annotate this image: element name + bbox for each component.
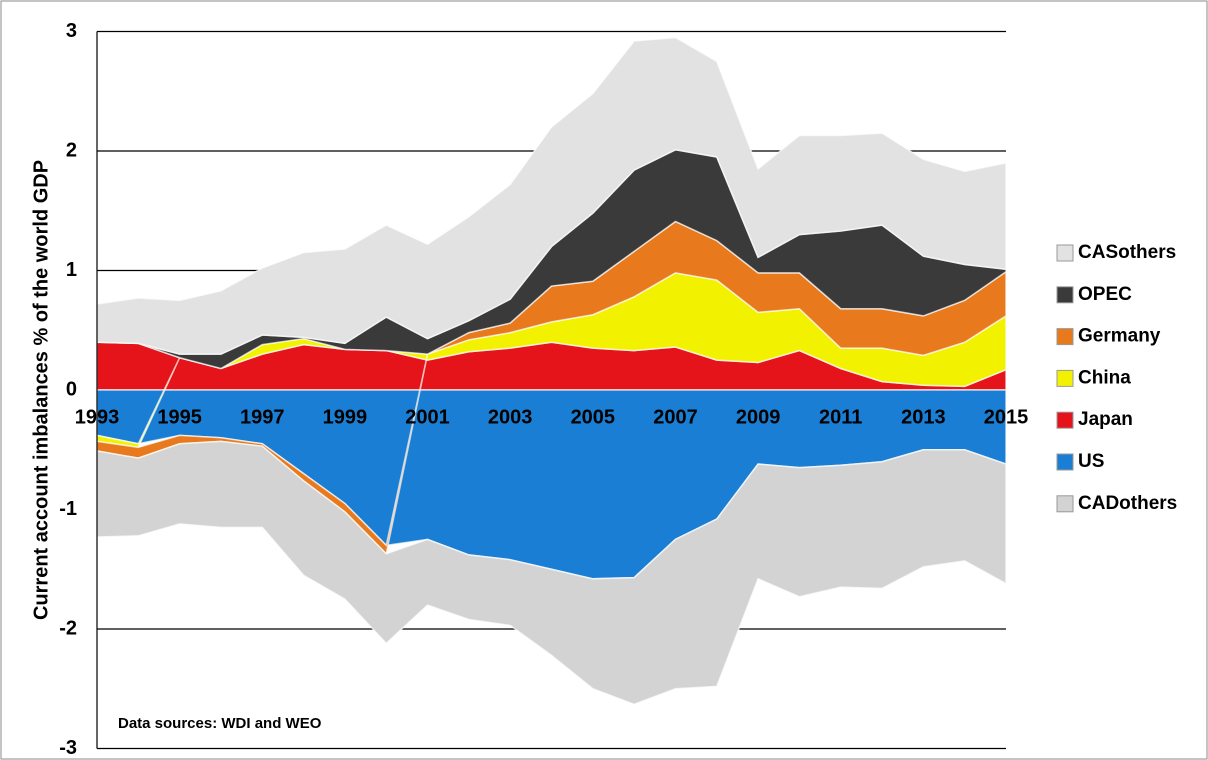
legend-label: US xyxy=(1078,451,1104,472)
legend-swatch xyxy=(1056,411,1074,429)
y-tick-label: 2 xyxy=(66,139,77,161)
y-tick-label: -3 xyxy=(59,737,77,759)
x-tick-label: 1997 xyxy=(240,406,285,428)
legend-swatch xyxy=(1056,328,1074,346)
legend-label: CASothers xyxy=(1078,242,1176,263)
y-tick-label: 0 xyxy=(66,378,77,400)
legend-swatch xyxy=(1056,369,1074,387)
legend-label: OPEC xyxy=(1078,284,1132,305)
x-tick-label: 2007 xyxy=(653,406,698,428)
y-tick-label: 1 xyxy=(66,259,77,281)
x-tick-label: 2011 xyxy=(819,406,862,428)
legend-swatch xyxy=(1056,286,1074,304)
legend-label: Germany xyxy=(1078,326,1161,347)
legend-label: CADothers xyxy=(1078,493,1177,514)
x-tick-label: 2005 xyxy=(571,406,616,428)
area xyxy=(96,440,1007,706)
area xyxy=(96,389,1007,580)
x-tick-label: 2003 xyxy=(488,406,533,428)
y-tick-label: -2 xyxy=(59,617,77,639)
legend-swatch xyxy=(1056,453,1074,471)
x-tick-label: 2015 xyxy=(984,406,1029,428)
x-tick-label: 1993 xyxy=(75,406,120,428)
legend-swatch xyxy=(1056,244,1074,262)
x-tick-label: 1995 xyxy=(157,406,202,428)
y-tick-label: -1 xyxy=(59,498,77,520)
x-tick-label: 1999 xyxy=(323,406,368,428)
legend-swatch xyxy=(1056,495,1074,513)
y-axis-title: Current account imbalances % of the worl… xyxy=(30,160,52,620)
area xyxy=(96,36,1007,355)
legend-label: China xyxy=(1078,367,1131,388)
legend-label: Japan xyxy=(1078,409,1133,430)
x-tick-label: 2013 xyxy=(901,406,946,428)
x-tick-label: 2001 xyxy=(405,406,450,428)
annotation: Data sources: WDI and WEO xyxy=(118,715,322,732)
area xyxy=(96,220,1007,556)
x-tick-label: 2009 xyxy=(736,406,781,428)
y-tick-label: 3 xyxy=(66,20,77,42)
